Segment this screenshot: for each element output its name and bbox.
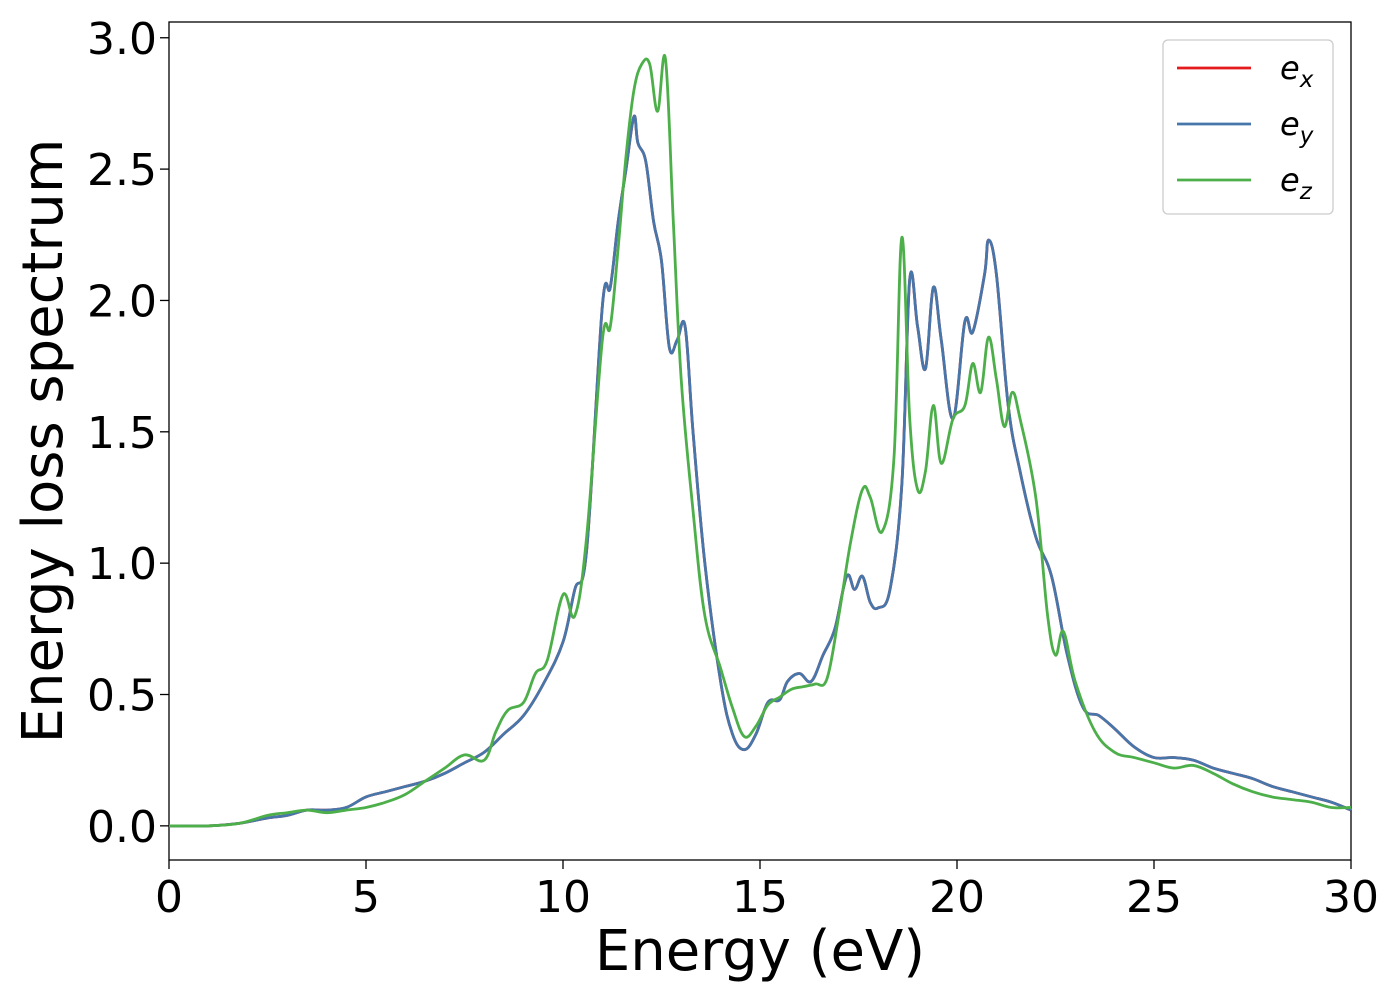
y-tick-label: 1.5: [87, 408, 157, 459]
legend-label-y: ey: [1280, 105, 1314, 149]
legend-label-subscript: z: [1299, 179, 1313, 205]
y-tick-label: 2.0: [87, 276, 157, 327]
series-layer: [168, 53, 1352, 828]
legend-label-main: e: [1280, 161, 1300, 199]
x-axis-title: Energy (eV): [595, 919, 925, 984]
y-tick-label: 1.0: [87, 539, 157, 590]
y-tick-label: 2.5: [87, 145, 157, 196]
legend-label-main: e: [1280, 49, 1300, 87]
x-tick-label: 30: [1323, 872, 1379, 923]
x-tick-label: 15: [732, 872, 788, 923]
legend-label-subscript: x: [1299, 67, 1314, 93]
x-tick-label: 5: [352, 872, 380, 923]
legend-label-x: ex: [1280, 49, 1314, 93]
y-axis-title: Energy loss spectrum: [11, 139, 76, 744]
x-tick-label: 25: [1126, 872, 1182, 923]
y-tick-label: 0.0: [87, 802, 157, 853]
y-tick-label: 3.0: [87, 14, 157, 65]
x-axis-ticks: 0 5 10 15 20 25 30: [155, 860, 1379, 923]
legend-label-z: ez: [1280, 161, 1313, 205]
legend-label-main: e: [1280, 105, 1300, 143]
y-axis-ticks: 0.0 0.5 1.0 1.5 2.0 2.5 3.0: [87, 14, 169, 853]
y-tick-label: 0.5: [87, 671, 157, 722]
legend-box: [1162, 39, 1334, 215]
legend-label-subscript: y: [1299, 123, 1314, 149]
x-tick-label: 0: [155, 872, 183, 923]
x-tick-label: 10: [535, 872, 591, 923]
series-line-ez: [168, 53, 1352, 828]
x-tick-label: 20: [929, 872, 985, 923]
